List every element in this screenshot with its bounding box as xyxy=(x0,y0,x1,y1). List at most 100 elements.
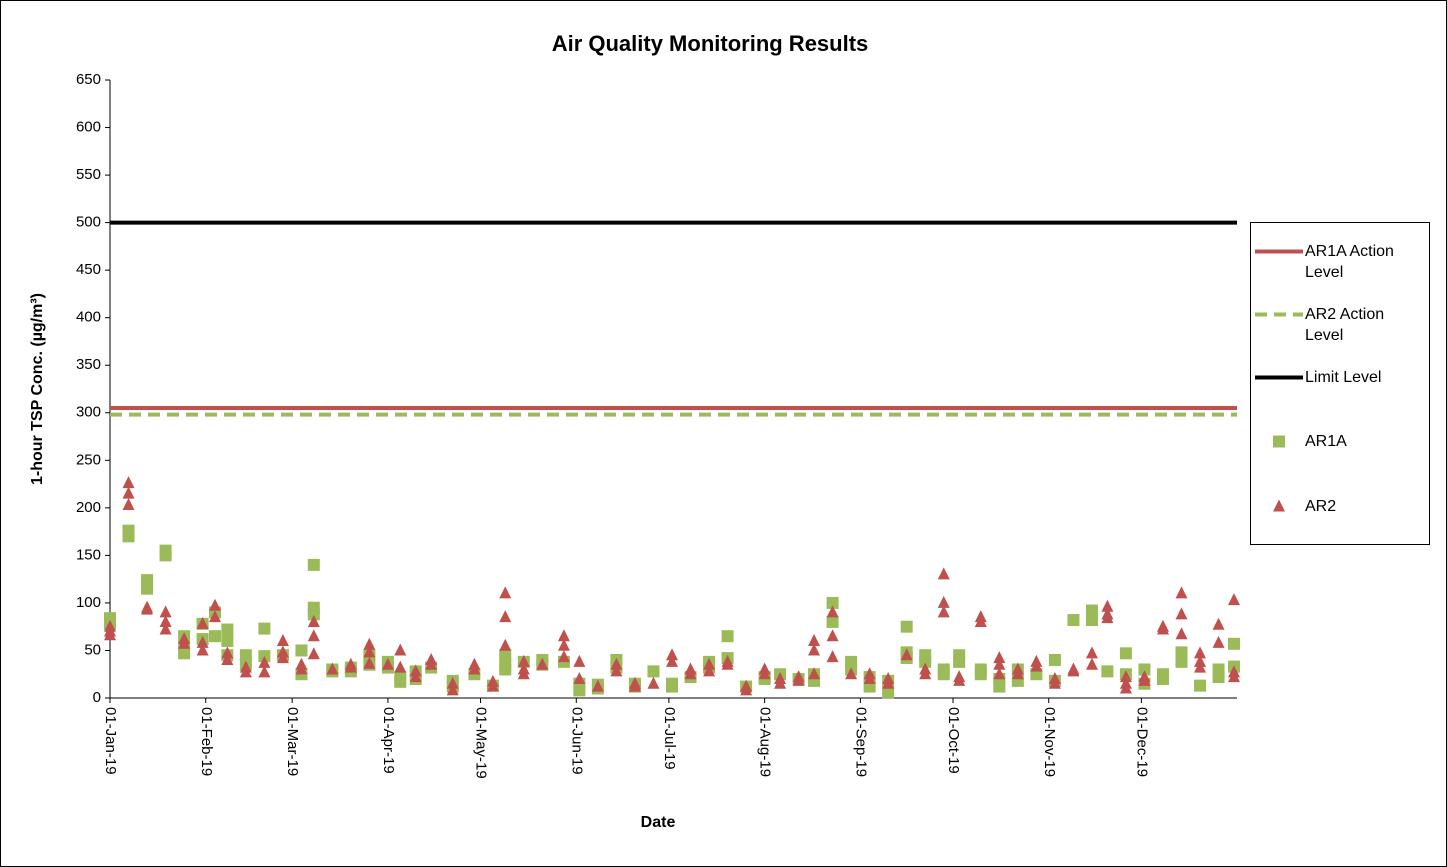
y-tick-label: 550 xyxy=(76,166,101,183)
marker-square xyxy=(1194,679,1207,692)
marker-triangle xyxy=(221,652,234,665)
marker-square xyxy=(221,623,234,636)
marker-triangle xyxy=(276,633,289,646)
marker-triangle xyxy=(703,657,716,670)
marker-triangle xyxy=(499,610,512,623)
marker-triangle xyxy=(276,651,289,664)
marker-triangle xyxy=(610,664,623,677)
marker-triangle xyxy=(1138,673,1151,686)
legend-label: AR1A Action Level xyxy=(1305,243,1394,281)
marker-square xyxy=(499,663,512,676)
marker-triangle xyxy=(557,629,570,642)
marker-triangle xyxy=(196,643,209,656)
marker-triangle xyxy=(774,676,787,689)
x-tick-label: 01-Mar-19 xyxy=(284,707,301,776)
marker-triangle xyxy=(1101,599,1114,612)
marker-triangle xyxy=(826,650,839,663)
y-tick-label: 400 xyxy=(76,309,101,326)
marker-square xyxy=(1138,663,1151,676)
marker-square xyxy=(1156,672,1169,685)
marker-triangle xyxy=(937,595,950,608)
marker-triangle xyxy=(647,676,660,689)
marker-triangle xyxy=(1156,622,1169,635)
marker-triangle xyxy=(919,667,932,680)
marker-triangle xyxy=(1212,617,1225,630)
marker-triangle xyxy=(486,679,499,692)
marker-triangle xyxy=(1011,667,1024,680)
marker-triangle xyxy=(845,667,858,680)
marker-triangle xyxy=(721,657,734,670)
marker-square xyxy=(974,668,987,681)
x-tick-label: 01-Oct-19 xyxy=(945,707,962,774)
marker-triangle xyxy=(394,660,407,673)
y-tick-label: 0 xyxy=(93,689,101,706)
marker-triangle xyxy=(239,665,252,678)
marker-triangle xyxy=(363,645,376,658)
marker-triangle xyxy=(1048,676,1061,689)
marker-triangle xyxy=(1030,659,1043,672)
y-tick-label: 650 xyxy=(76,71,101,88)
x-axis-title: Date xyxy=(641,814,676,831)
marker-triangle xyxy=(573,654,586,667)
y-tick-label: 500 xyxy=(76,214,101,231)
legend-swatch xyxy=(1273,435,1285,448)
marker-square xyxy=(721,630,734,643)
marker-triangle xyxy=(208,598,221,611)
marker-triangle xyxy=(409,670,422,683)
marker-square xyxy=(1067,614,1080,627)
legend-entry: Limit Level xyxy=(1251,367,1429,388)
marker-triangle xyxy=(363,637,376,650)
marker-square xyxy=(141,582,154,595)
y-tick-label: 350 xyxy=(76,356,101,373)
legend-marker xyxy=(1273,499,1285,512)
marker-triangle xyxy=(363,656,376,669)
marker-triangle xyxy=(159,614,172,627)
legend-swatch xyxy=(1255,312,1303,317)
marker-square xyxy=(1175,655,1188,668)
marker-triangle xyxy=(610,657,623,670)
x-tick-label: 01-Sep-19 xyxy=(852,707,869,777)
marker-triangle xyxy=(178,636,191,649)
y-tick-label: 50 xyxy=(84,641,101,658)
marker-square xyxy=(919,655,932,668)
legend: AR1A Action Level AR2 Action Level Limit L… xyxy=(1250,222,1430,545)
marker-triangle xyxy=(381,657,394,670)
marker-square xyxy=(826,596,839,609)
marker-triangle xyxy=(1175,627,1188,640)
marker-triangle xyxy=(517,667,530,680)
chart-title: Air Quality Monitoring Results xyxy=(552,31,869,56)
y-tick-label: 600 xyxy=(76,119,101,136)
marker-triangle xyxy=(666,648,678,661)
marker-triangle xyxy=(295,662,308,675)
marker-triangle xyxy=(1175,607,1188,620)
marker-square xyxy=(1048,653,1061,666)
legend-swatch xyxy=(1273,499,1285,512)
marker-square xyxy=(937,668,950,681)
marker-triangle xyxy=(808,667,821,680)
marker-triangle xyxy=(1212,635,1225,648)
legend-entry: AR2 xyxy=(1251,496,1429,517)
marker-square xyxy=(258,622,271,635)
marker-triangle xyxy=(446,683,459,696)
marker-square xyxy=(1212,671,1225,684)
marker-square xyxy=(307,558,320,571)
marker-triangle xyxy=(1194,646,1207,659)
legend-entry: AR1A Action Level xyxy=(1251,241,1429,283)
marker-triangle xyxy=(937,567,950,580)
marker-triangle xyxy=(1067,664,1080,677)
marker-triangle xyxy=(196,635,209,648)
marker-triangle xyxy=(882,676,895,689)
marker-triangle xyxy=(557,650,570,663)
marker-square xyxy=(239,649,252,662)
marker-triangle xyxy=(446,676,459,689)
y-axis-title: 1-hour TSP Conc. (µg/m³) xyxy=(29,293,46,485)
marker-triangle xyxy=(499,638,512,651)
marker-triangle xyxy=(937,605,950,618)
marker-triangle xyxy=(1119,670,1132,683)
legend-marker xyxy=(1273,435,1285,448)
marker-triangle xyxy=(1085,646,1098,659)
marker-triangle xyxy=(499,586,512,599)
marker-triangle xyxy=(196,616,209,629)
marker-triangle xyxy=(307,614,320,627)
